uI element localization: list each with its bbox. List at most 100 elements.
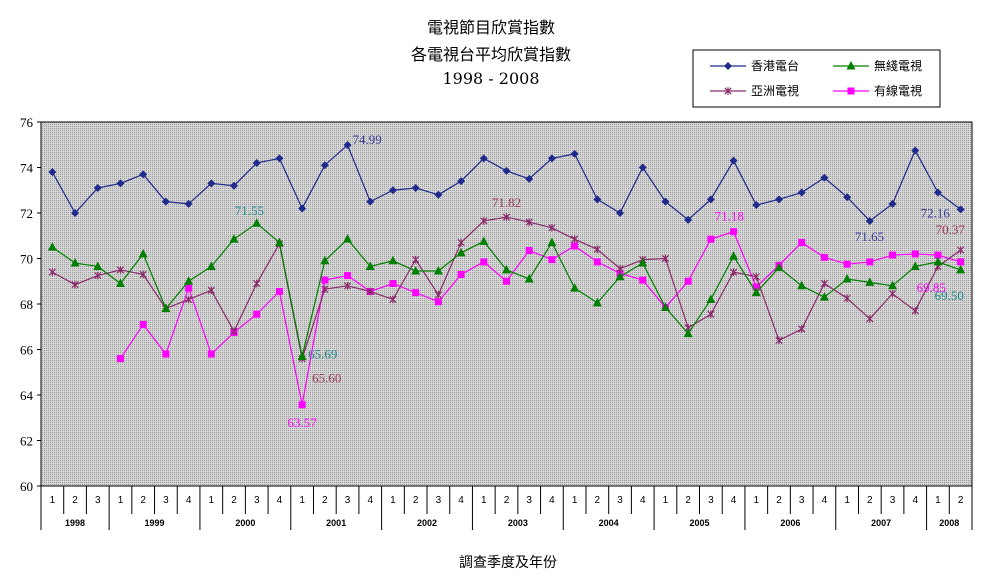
data-point [616, 264, 624, 273]
data-point [161, 303, 171, 313]
data-point [707, 235, 715, 243]
data-point [910, 261, 920, 270]
data-point [252, 158, 261, 167]
data-point [548, 256, 556, 264]
data-label: 65.69 [308, 347, 337, 362]
data-point [888, 199, 897, 208]
data-point [93, 261, 103, 270]
data-point [593, 258, 601, 266]
data-point [570, 235, 579, 243]
data-point [94, 271, 102, 280]
x-year-label: 2000 [235, 518, 255, 528]
x-quarter-label: 1 [935, 495, 941, 506]
data-point [593, 245, 601, 254]
x-quarter-label: 4 [731, 495, 737, 506]
data-point [729, 268, 738, 276]
data-point [797, 280, 807, 290]
x-quarter-label: 4 [367, 495, 373, 506]
data-point [957, 246, 965, 254]
chart-title-line-1: 電視節目欣賞指數 [427, 18, 555, 37]
series-3 [48, 213, 965, 363]
data-point [502, 213, 511, 221]
x-quarter-label: 4 [912, 495, 918, 506]
data-point [70, 258, 80, 267]
data-point [911, 146, 920, 155]
data-label: 70.37 [936, 222, 966, 237]
data-point [184, 295, 193, 304]
data-point [684, 215, 693, 224]
data-point [957, 258, 965, 266]
data-point [571, 242, 579, 250]
y-tick-label: 72 [20, 206, 33, 221]
y-tick-label: 62 [20, 434, 33, 449]
data-point [502, 166, 511, 175]
data-label: 71.18 [715, 209, 744, 224]
x-year-label: 2001 [326, 518, 346, 528]
data-point [798, 325, 806, 333]
x-year-label: 2005 [689, 518, 709, 528]
series-line [119, 230, 961, 405]
y-axis: 60 62 64 66 68 70 72 74 76 [20, 115, 41, 494]
data-point [616, 209, 625, 217]
x-quarter-label: 1 [753, 495, 759, 506]
data-point [525, 247, 533, 255]
data-point [479, 154, 488, 163]
data-point [139, 320, 147, 328]
data-point [661, 197, 670, 206]
data-point [775, 336, 783, 345]
data-point [320, 255, 330, 265]
x-axis-title: 調查季度及年份 [459, 555, 557, 571]
chart-title-line-3: 1998 - 2008 [442, 69, 539, 88]
data-point [525, 174, 534, 183]
x-year-label: 2006 [780, 518, 800, 528]
x-quarter-label: 2 [322, 495, 328, 506]
data-point [411, 183, 420, 192]
legend-swatch-marker [724, 62, 732, 70]
data-point [48, 168, 57, 177]
data-point [138, 248, 148, 258]
data-point [525, 218, 533, 226]
data-point [819, 292, 829, 301]
y-tick-label: 70 [20, 252, 33, 267]
data-point [592, 297, 602, 307]
data-point [911, 250, 919, 258]
data-point [547, 237, 557, 247]
x-quarter-label: 3 [254, 495, 260, 506]
y-tick-label: 76 [20, 115, 34, 130]
data-point [889, 251, 897, 259]
data-point [752, 283, 760, 291]
series-layer [47, 140, 966, 409]
data-point [956, 264, 966, 274]
data-point [47, 242, 57, 251]
legend-label: 亞洲電視 [751, 83, 799, 98]
data-point [615, 271, 625, 281]
legend-swatch-marker [847, 87, 855, 95]
x-quarter-label: 2 [685, 495, 691, 506]
legend-label: 無綫電視 [874, 58, 922, 73]
legend-label: 有線電視 [874, 83, 922, 98]
legend-box [692, 49, 941, 108]
data-point [842, 273, 852, 283]
data-point [774, 195, 783, 204]
data-point [139, 270, 147, 279]
series-1 [48, 140, 965, 225]
data-point [593, 195, 602, 204]
data-point [344, 272, 352, 280]
series-2 [47, 218, 966, 361]
y-tick-label: 74 [20, 161, 34, 176]
data-point [798, 239, 806, 247]
data-point [548, 223, 556, 232]
data-point [116, 266, 125, 274]
x-quarter-label: 2 [776, 495, 782, 506]
x-quarter-label: 2 [140, 495, 146, 506]
data-point [434, 291, 443, 299]
data-point [411, 266, 421, 275]
data-point [93, 183, 102, 192]
data-point [139, 170, 148, 179]
x-year-label: 2007 [871, 518, 891, 528]
data-point [230, 181, 239, 190]
data-point [253, 310, 261, 318]
data-point [116, 355, 124, 363]
data-point [71, 209, 80, 217]
